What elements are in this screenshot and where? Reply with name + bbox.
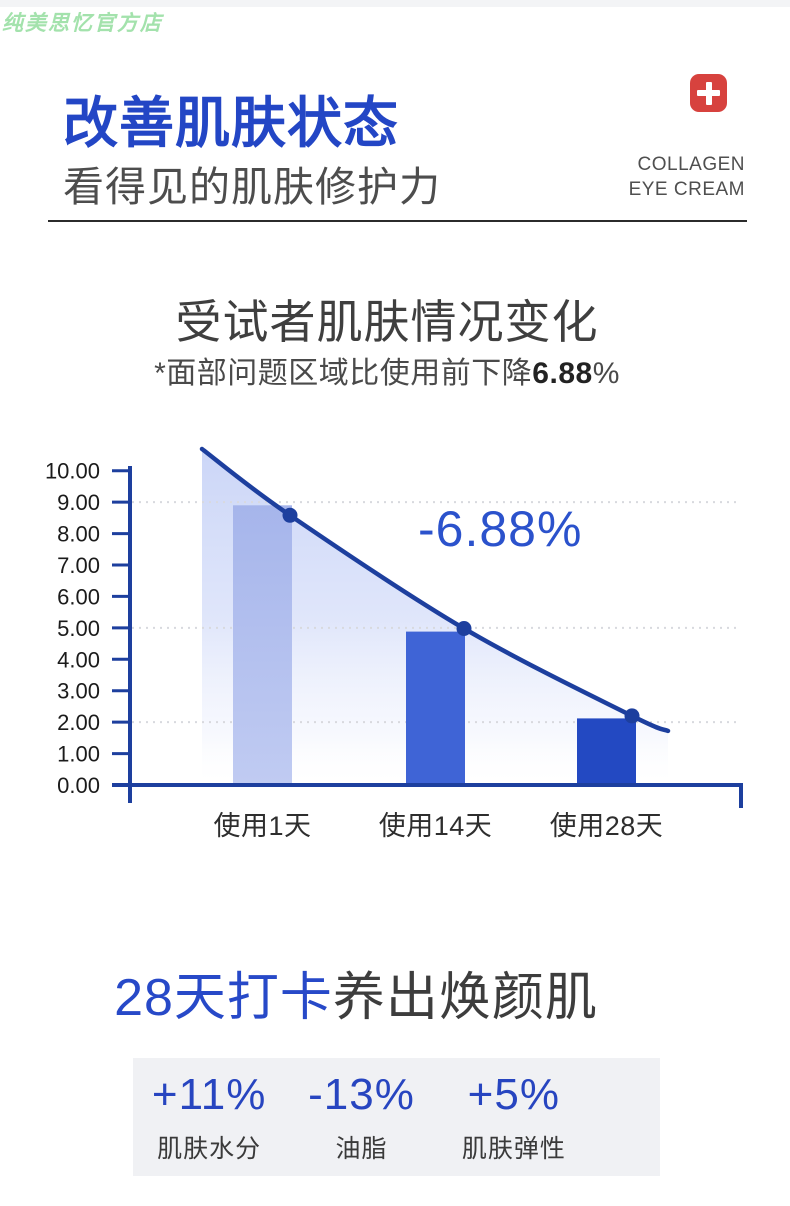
y-tick-label: 4.00	[57, 647, 100, 672]
bar-2	[406, 631, 465, 783]
chart-subtitle: *面部问题区域比使用前下降6.88%	[0, 348, 790, 392]
chart-subtitle-value: 6.88	[532, 357, 593, 390]
data-point-1	[282, 507, 298, 523]
stat-oil-value: -13%	[308, 1069, 415, 1119]
stat-moisture-label: 肌肤水分	[157, 1134, 262, 1163]
y-tick-label: 0.00	[57, 773, 100, 798]
header-divider	[48, 220, 747, 222]
y-tick-label: 10.00	[45, 459, 100, 484]
stat-elasticity-value: +5%	[467, 1069, 560, 1119]
brand-caption: COLLAGEN EYE CREAM	[629, 152, 745, 202]
chart-annotation: -6.88%	[418, 501, 583, 557]
brand-line-collagen: COLLAGEN	[637, 154, 745, 175]
stat-oil: -13% 油脂	[285, 1070, 437, 1165]
medical-cross-icon	[690, 74, 727, 112]
curve-area-fill	[202, 449, 668, 785]
stat-elasticity-label: 肌肤弹性	[461, 1134, 566, 1163]
footer-heading: 28天打卡养出焕颜肌	[0, 955, 790, 1030]
stats-panel: +11% 肌肤水分 -13% 油脂 +5% 肌肤弹性	[133, 1058, 660, 1176]
y-tick-label: 5.00	[57, 616, 100, 641]
y-tick-label: 6.00	[57, 584, 100, 609]
skin-change-chart: 10.00 9.00 8.00 7.00 6.00 5.00 4.00 3.00 2.00 1.0…	[45, 446, 743, 808]
footer-heading-dark: 养出焕颜肌	[332, 969, 598, 1027]
footer-heading-blue: 28天打卡	[114, 969, 333, 1027]
stat-oil-label: 油脂	[335, 1134, 388, 1163]
data-point-3	[624, 708, 640, 724]
y-tick-label: 7.00	[57, 553, 100, 578]
stat-elasticity: +5% 肌肤弹性	[438, 1070, 590, 1165]
top-edge-strip	[0, 0, 790, 7]
chart-subtitle-prefix: *面部问题区域比使用前下降	[154, 357, 533, 390]
y-tick-label: 9.00	[57, 490, 100, 515]
chart-subtitle-suffix: %	[592, 357, 620, 390]
y-tick-label: 8.00	[57, 522, 100, 547]
page-subtitle: 看得见的肌肤修护力	[63, 164, 441, 210]
y-tick-label: 1.00	[57, 742, 100, 767]
cross-vertical-bar	[706, 82, 712, 105]
y-tick-label: 3.00	[57, 679, 100, 704]
chart-title: 受试者肌肤情况变化	[175, 296, 599, 348]
page-title: 改善肌肤状态	[63, 92, 400, 154]
store-watermark: 纯美思忆官方店	[2, 12, 163, 35]
stat-moisture: +11% 肌肤水分	[133, 1070, 285, 1165]
data-point-2	[456, 621, 472, 636]
bar-3	[577, 718, 636, 783]
stat-moisture-value: +11%	[151, 1069, 267, 1119]
brand-line-eye-cream: EYE CREAM	[628, 179, 745, 200]
bar-1	[233, 505, 292, 783]
y-tick-label: 2.00	[57, 710, 100, 735]
